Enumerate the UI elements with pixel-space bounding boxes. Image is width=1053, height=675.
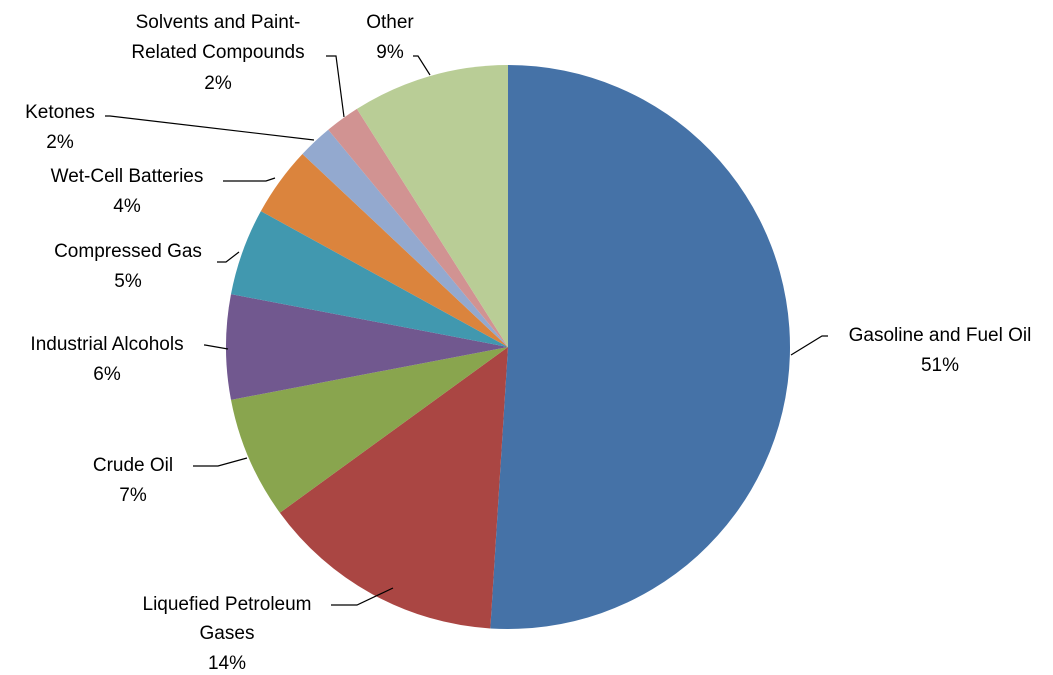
data-label-industrial-alcohols-name: Industrial Alcohols	[30, 334, 183, 355]
data-labels: Gasoline and Fuel Oil 51% Liquefied Petr…	[25, 12, 1031, 674]
leader-line-ketones	[105, 115, 315, 141]
pie-slice-liquefied-petroleum-gases	[279, 347, 508, 629]
data-label-ketones-percent: 2%	[46, 132, 74, 153]
pie-slice-wet-cell-batteries	[260, 153, 508, 347]
pie-slice-industrial-alcohols	[226, 294, 508, 400]
data-label-compressed-gas-name: Compressed Gas	[54, 241, 202, 262]
data-label-ketones-name: Ketones	[25, 102, 95, 123]
pie-slice-compressed-gas	[230, 211, 508, 347]
data-label-compressed-gas-percent: 5%	[114, 271, 142, 292]
leader-line-wet-cell-batteries	[223, 177, 276, 182]
data-label-liquefied-petroleum-gases-name-line2: Gases	[200, 623, 255, 644]
leader-line-gasoline-and-fuel-oil	[790, 335, 828, 356]
data-label-crude-oil-name: Crude Oil	[93, 455, 173, 476]
leader-line-other	[413, 55, 431, 76]
data-label-crude-oil-percent: 7%	[119, 485, 147, 506]
pie-slices	[226, 65, 791, 629]
data-label-gasoline-and-fuel-oil-percent: 51%	[921, 355, 959, 376]
pie-slice-gasoline-and-fuel-oil	[490, 65, 791, 629]
data-label-liquefied-petroleum-gases-name-line1: Liquefied Petroleum	[143, 594, 312, 615]
leader-line-industrial-alcohols	[204, 344, 229, 350]
leader-lines	[105, 55, 828, 606]
leader-line-liquefied-petroleum-gases	[331, 587, 394, 606]
data-label-wet-cell-batteries-name: Wet-Cell Batteries	[51, 166, 204, 187]
data-label-gasoline-and-fuel-oil-name: Gasoline and Fuel Oil	[849, 325, 1032, 346]
pie-slice-crude-oil	[230, 347, 508, 513]
leader-line-solvents	[326, 55, 345, 118]
pie-slice-solvents-and-paint-related-compounds	[328, 108, 508, 347]
data-label-wet-cell-batteries-percent: 4%	[113, 196, 141, 217]
data-label-liquefied-petroleum-gases-percent: 14%	[208, 653, 246, 674]
data-label-industrial-alcohols-percent: 6%	[93, 364, 121, 385]
data-label-solvents-name-line2: Related Compounds	[131, 42, 304, 63]
pie-slice-other	[356, 65, 508, 347]
data-label-other-name: Other	[366, 12, 414, 33]
pie-slice-ketones	[302, 129, 508, 347]
data-label-solvents-name-line1: Solvents and Paint-	[136, 12, 301, 33]
data-label-solvents-percent: 2%	[204, 73, 232, 94]
leader-line-crude-oil	[193, 457, 248, 467]
data-label-other-percent: 9%	[376, 42, 404, 63]
leader-line-compressed-gas	[217, 251, 240, 263]
